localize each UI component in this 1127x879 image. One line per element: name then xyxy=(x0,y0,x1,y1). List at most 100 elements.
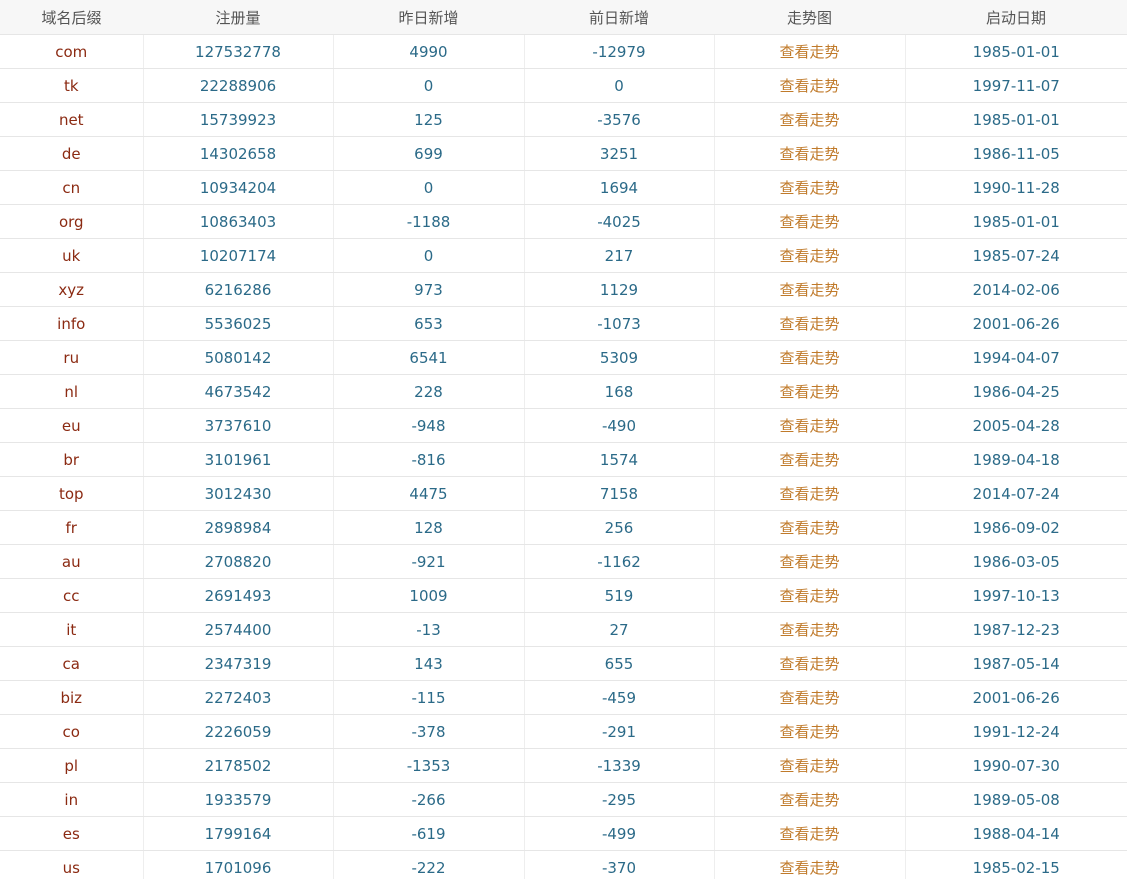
cell-day-before-new: 5309 xyxy=(524,340,715,375)
cell-registrations: 3737610 xyxy=(143,408,334,443)
view-trend-link[interactable]: 查看走势 xyxy=(714,238,906,273)
view-trend-link[interactable]: 查看走势 xyxy=(714,680,906,715)
table-row: org 10863403 -1188 -4025 查看走势 1985-01-01 xyxy=(0,204,1127,239)
cell-day-before-new: -12979 xyxy=(524,34,715,69)
header-launch-date[interactable]: 启动日期 xyxy=(905,0,1127,35)
cell-suffix[interactable]: es xyxy=(0,816,144,851)
view-trend-link[interactable]: 查看走势 xyxy=(714,646,906,681)
cell-launch-date: 1997-10-13 xyxy=(905,578,1127,613)
table-row: nl 4673542 228 168 查看走势 1986-04-25 xyxy=(0,374,1127,409)
cell-launch-date: 1997-11-07 xyxy=(905,68,1127,103)
cell-suffix[interactable]: br xyxy=(0,442,144,477)
view-trend-link[interactable]: 查看走势 xyxy=(714,170,906,205)
cell-registrations: 10934204 xyxy=(143,170,334,205)
cell-suffix[interactable]: cc xyxy=(0,578,144,613)
cell-suffix[interactable]: ru xyxy=(0,340,144,375)
cell-launch-date: 1990-11-28 xyxy=(905,170,1127,205)
view-trend-link[interactable]: 查看走势 xyxy=(714,816,906,851)
view-trend-link[interactable]: 查看走势 xyxy=(714,544,906,579)
header-day-before-new[interactable]: 前日新增 xyxy=(524,0,714,35)
cell-registrations: 2574400 xyxy=(143,612,334,647)
view-trend-link[interactable]: 查看走势 xyxy=(714,68,906,103)
table-row: in 1933579 -266 -295 查看走势 1989-05-08 xyxy=(0,782,1127,817)
view-trend-link[interactable]: 查看走势 xyxy=(714,578,906,613)
cell-suffix[interactable]: us xyxy=(0,850,144,879)
cell-yesterday-new: 228 xyxy=(333,374,525,409)
cell-registrations: 2226059 xyxy=(143,714,334,749)
view-trend-link[interactable]: 查看走势 xyxy=(714,102,906,137)
cell-launch-date: 1989-05-08 xyxy=(905,782,1127,817)
table-row: cn 10934204 0 1694 查看走势 1990-11-28 xyxy=(0,170,1127,205)
cell-launch-date: 2014-07-24 xyxy=(905,476,1127,511)
cell-suffix[interactable]: eu xyxy=(0,408,144,443)
view-trend-link[interactable]: 查看走势 xyxy=(714,850,906,879)
table-row: eu 3737610 -948 -490 查看走势 2005-04-28 xyxy=(0,408,1127,443)
cell-suffix[interactable]: fr xyxy=(0,510,144,545)
view-trend-link[interactable]: 查看走势 xyxy=(714,374,906,409)
cell-launch-date: 1985-01-01 xyxy=(905,34,1127,69)
cell-registrations: 5536025 xyxy=(143,306,334,341)
cell-suffix[interactable]: pl xyxy=(0,748,144,783)
view-trend-link[interactable]: 查看走势 xyxy=(714,272,906,307)
header-suffix[interactable]: 域名后缀 xyxy=(0,0,143,35)
view-trend-link[interactable]: 查看走势 xyxy=(714,748,906,783)
cell-suffix[interactable]: com xyxy=(0,34,144,69)
cell-suffix[interactable]: info xyxy=(0,306,144,341)
cell-day-before-new: 3251 xyxy=(524,136,715,171)
cell-suffix[interactable]: co xyxy=(0,714,144,749)
table-row: co 2226059 -378 -291 查看走势 1991-12-24 xyxy=(0,714,1127,749)
cell-suffix[interactable]: top xyxy=(0,476,144,511)
view-trend-link[interactable]: 查看走势 xyxy=(714,714,906,749)
cell-suffix[interactable]: net xyxy=(0,102,144,137)
cell-suffix[interactable]: biz xyxy=(0,680,144,715)
cell-day-before-new: 217 xyxy=(524,238,715,273)
table-row: us 1701096 -222 -370 查看走势 1985-02-15 xyxy=(0,850,1127,879)
cell-day-before-new: 168 xyxy=(524,374,715,409)
view-trend-link[interactable]: 查看走势 xyxy=(714,510,906,545)
cell-registrations: 5080142 xyxy=(143,340,334,375)
cell-yesterday-new: 0 xyxy=(333,238,525,273)
header-yesterday-new[interactable]: 昨日新增 xyxy=(333,0,524,35)
cell-launch-date: 2014-02-06 xyxy=(905,272,1127,307)
view-trend-link[interactable]: 查看走势 xyxy=(714,782,906,817)
cell-registrations: 1799164 xyxy=(143,816,334,851)
table-row: top 3012430 4475 7158 查看走势 2014-07-24 xyxy=(0,476,1127,511)
cell-day-before-new: 519 xyxy=(524,578,715,613)
cell-suffix[interactable]: tk xyxy=(0,68,144,103)
cell-suffix[interactable]: nl xyxy=(0,374,144,409)
view-trend-link[interactable]: 查看走势 xyxy=(714,306,906,341)
cell-day-before-new: -4025 xyxy=(524,204,715,239)
table-row: tk 22288906 0 0 查看走势 1997-11-07 xyxy=(0,68,1127,103)
table-row: de 14302658 699 3251 查看走势 1986-11-05 xyxy=(0,136,1127,171)
cell-launch-date: 1987-12-23 xyxy=(905,612,1127,647)
view-trend-link[interactable]: 查看走势 xyxy=(714,476,906,511)
view-trend-link[interactable]: 查看走势 xyxy=(714,408,906,443)
view-trend-link[interactable]: 查看走势 xyxy=(714,442,906,477)
cell-suffix[interactable]: xyz xyxy=(0,272,144,307)
cell-suffix[interactable]: org xyxy=(0,204,144,239)
cell-registrations: 2708820 xyxy=(143,544,334,579)
cell-launch-date: 1991-12-24 xyxy=(905,714,1127,749)
table-row: br 3101961 -816 1574 查看走势 1989-04-18 xyxy=(0,442,1127,477)
view-trend-link[interactable]: 查看走势 xyxy=(714,34,906,69)
cell-suffix[interactable]: it xyxy=(0,612,144,647)
cell-suffix[interactable]: de xyxy=(0,136,144,171)
cell-yesterday-new: 973 xyxy=(333,272,525,307)
cell-launch-date: 1994-04-07 xyxy=(905,340,1127,375)
view-trend-link[interactable]: 查看走势 xyxy=(714,204,906,239)
view-trend-link[interactable]: 查看走势 xyxy=(714,612,906,647)
cell-yesterday-new: -921 xyxy=(333,544,525,579)
cell-suffix[interactable]: uk xyxy=(0,238,144,273)
header-registrations[interactable]: 注册量 xyxy=(143,0,333,35)
cell-suffix[interactable]: ca xyxy=(0,646,144,681)
view-trend-link[interactable]: 查看走势 xyxy=(714,340,906,375)
cell-suffix[interactable]: au xyxy=(0,544,144,579)
cell-yesterday-new: -948 xyxy=(333,408,525,443)
cell-suffix[interactable]: cn xyxy=(0,170,144,205)
cell-launch-date: 1986-11-05 xyxy=(905,136,1127,171)
cell-suffix[interactable]: in xyxy=(0,782,144,817)
view-trend-link[interactable]: 查看走势 xyxy=(714,136,906,171)
cell-registrations: 4673542 xyxy=(143,374,334,409)
cell-yesterday-new: 143 xyxy=(333,646,525,681)
